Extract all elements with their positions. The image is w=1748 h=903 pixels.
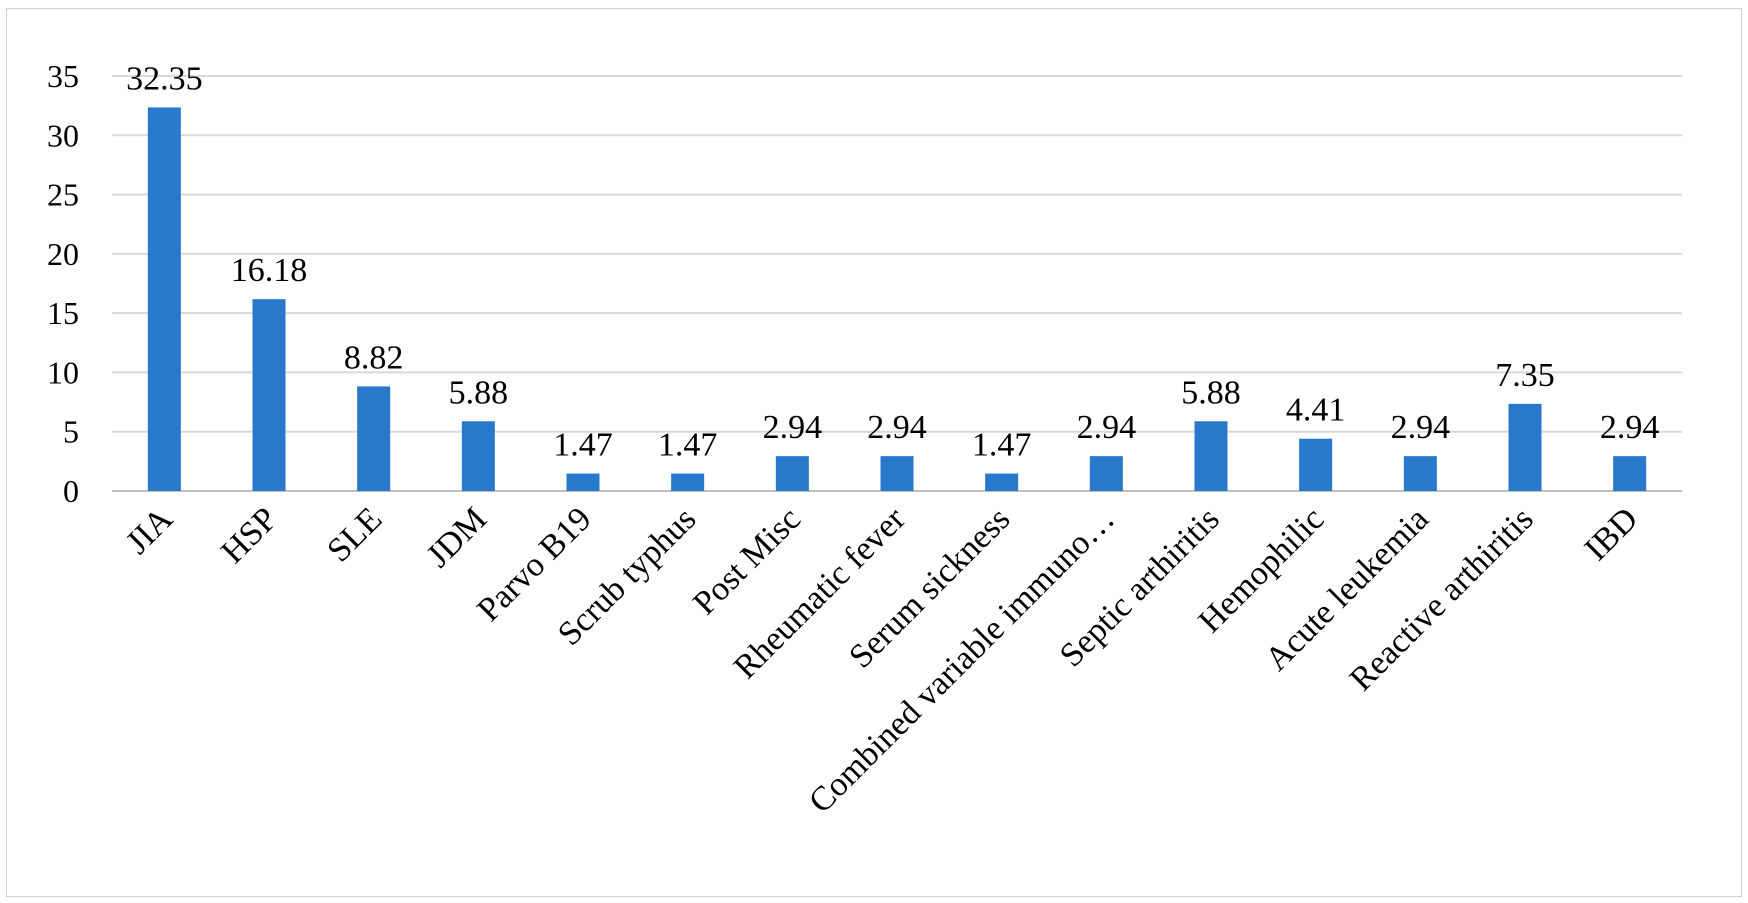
category-label: Reactive arthiritis — [1343, 500, 1541, 698]
bar — [1403, 456, 1437, 491]
bar — [671, 473, 705, 491]
y-tick-label: 5 — [63, 414, 79, 450]
data-label: 2.94 — [763, 409, 823, 446]
category-label: SLE — [320, 500, 389, 569]
bar — [461, 421, 495, 491]
category-label: JIA — [119, 500, 180, 561]
bar — [566, 473, 600, 491]
y-tick-label: 30 — [47, 117, 79, 153]
bar — [357, 386, 391, 491]
bars — [147, 107, 1647, 492]
data-label: 1.47 — [972, 427, 1032, 464]
bar — [1194, 421, 1228, 491]
bar — [147, 107, 181, 492]
bar-chart: 0 5 10 15 20 25 30 35 32.35 16.18 8.82 5.88 1.47 1.4… — [47, 58, 1682, 820]
data-label: 5.88 — [1181, 374, 1241, 411]
data-label: 1.47 — [553, 427, 613, 464]
y-tick-label: 10 — [47, 354, 79, 390]
bar — [1089, 456, 1123, 491]
data-label: 32.35 — [126, 60, 203, 97]
y-tick-label: 25 — [47, 177, 79, 213]
bar — [1508, 403, 1542, 491]
data-label: 5.88 — [449, 374, 509, 411]
category-label: JDM — [420, 500, 494, 574]
data-label: 2.94 — [1077, 409, 1137, 446]
data-label: 2.94 — [1600, 409, 1660, 446]
y-tick-label: 0 — [63, 473, 79, 509]
bar — [775, 456, 809, 491]
y-tick-label: 35 — [47, 58, 79, 94]
data-label: 7.35 — [1495, 357, 1555, 394]
data-labels: 32.35 16.18 8.82 5.88 1.47 1.47 2.94 2.94 1.47 2.… — [126, 60, 1659, 463]
bar — [1613, 456, 1647, 491]
y-tick-label: 15 — [47, 295, 79, 331]
y-axis-ticks: 0 5 10 15 20 25 30 35 — [47, 58, 79, 509]
bar — [1299, 438, 1333, 491]
data-label: 2.94 — [867, 409, 927, 446]
data-label: 8.82 — [344, 339, 404, 376]
bar — [880, 456, 914, 491]
bar — [252, 299, 286, 491]
y-tick-label: 20 — [47, 236, 79, 272]
bar — [985, 473, 1019, 491]
data-label: 2.94 — [1391, 409, 1451, 446]
data-label: 1.47 — [658, 427, 718, 464]
data-label: 4.41 — [1286, 392, 1346, 429]
data-label: 16.18 — [231, 252, 308, 289]
category-label: HSP — [214, 500, 284, 570]
chart-frame: 0 5 10 15 20 25 30 35 32.35 16.18 8.82 5.88 1.47 1.4… — [6, 8, 1742, 897]
category-label: IBD — [1578, 500, 1646, 568]
